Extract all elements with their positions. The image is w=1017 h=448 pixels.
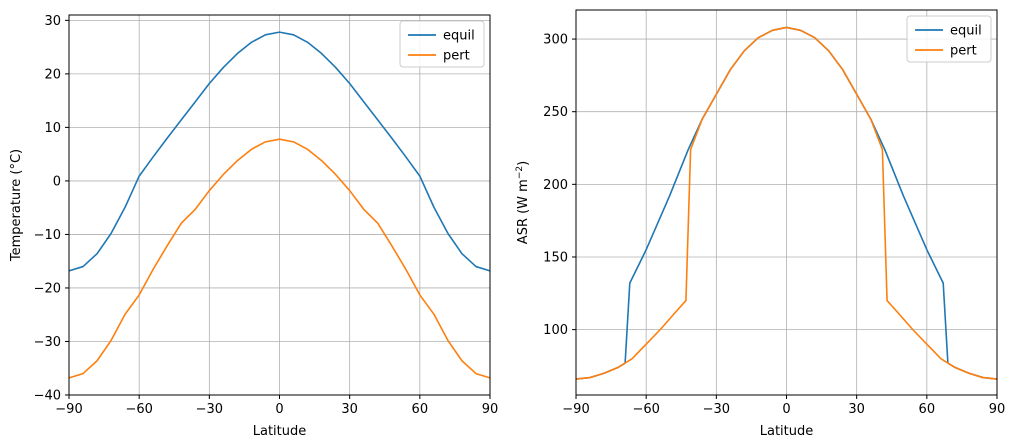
x-tick-label: −60 [125, 402, 152, 417]
y-tick-label: −30 [34, 335, 61, 350]
temperature-panel: −90 −60 −30 0 30 60 90 −40 −30 −20 −10 0 10 20 30 Latit… [9, 14, 498, 439]
x-axis-label: Latitude [760, 424, 814, 439]
y-tick-label: 150 [543, 250, 568, 265]
legend-label-equil: equil [443, 29, 475, 44]
legend-label-equil: equil [950, 24, 982, 39]
x-tick-label: −90 [562, 402, 589, 417]
y-tick-label: 10 [44, 121, 61, 136]
y-tick-label: −20 [34, 281, 61, 296]
y-tick-label: 100 [543, 323, 568, 338]
y-tick-label: 20 [44, 67, 61, 82]
y-axis-label: ASR (W m−2) [515, 161, 531, 244]
y-tick-label: −10 [34, 228, 61, 243]
x-tick-label: 60 [412, 402, 429, 417]
x-tick-label: 60 [919, 402, 936, 417]
x-axis-label: Latitude [253, 424, 307, 439]
series-line-pert [68, 138, 491, 379]
x-tick-label: −30 [703, 402, 730, 417]
y-tick-label: 300 [543, 33, 568, 48]
legend-label-pert: pert [443, 49, 470, 64]
series-line-pert [575, 26, 998, 380]
y-tick-label: 200 [543, 178, 568, 193]
x-tick-label: −90 [55, 402, 82, 417]
x-tick-label: 90 [482, 402, 499, 417]
y-tick-label: 30 [44, 14, 61, 29]
x-tick-label: 0 [275, 402, 283, 417]
x-tick-label: 90 [989, 402, 1006, 417]
x-tick-label: 0 [782, 402, 790, 417]
y-axis-label: Temperature (°C) [9, 149, 24, 262]
x-tick-label: −60 [632, 402, 659, 417]
series-line-equil [68, 31, 491, 272]
x-tick-label: −30 [196, 402, 223, 417]
legend-label-pert: pert [950, 44, 977, 59]
y-tick-label: 250 [543, 105, 568, 120]
y-tick-label: −40 [34, 389, 61, 404]
asr-panel: −90 −60 −30 0 30 60 90 100 150 200 250 300 Latitude A… [515, 9, 1006, 439]
x-tick-label: 30 [848, 402, 865, 417]
y-tick-label: 0 [53, 174, 61, 189]
x-tick-label: 30 [341, 402, 358, 417]
